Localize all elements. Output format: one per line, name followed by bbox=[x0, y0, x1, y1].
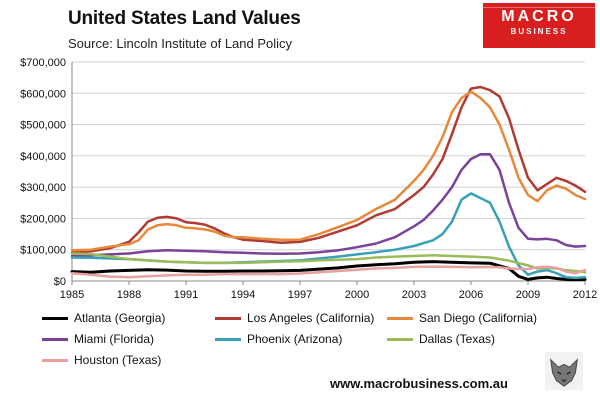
y-tick-label: $100,000 bbox=[20, 245, 66, 257]
chart-axes: $0 $100,000 $200,000 $300,000 $400,000 $500,0… bbox=[20, 57, 597, 301]
x-tick-label: 1988 bbox=[117, 289, 141, 301]
x-tick-label: 2000 bbox=[345, 289, 369, 301]
series-line-los bbox=[70, 85, 587, 255]
wolf-logo-icon bbox=[545, 352, 583, 390]
x-tick-label: 1994 bbox=[231, 289, 255, 301]
legend-label: Los Angeles (California) bbox=[247, 311, 375, 325]
legend-swatch bbox=[215, 316, 241, 320]
legend-swatch bbox=[387, 316, 413, 320]
legend-label: Miami (Florida) bbox=[74, 332, 155, 346]
series-line-atlanta bbox=[70, 260, 587, 282]
legend-item: Dallas (Texas) bbox=[387, 331, 559, 347]
legend-swatch bbox=[42, 337, 68, 341]
logo-text-top: MACRO bbox=[501, 8, 577, 25]
x-tick-label: 1991 bbox=[174, 289, 198, 301]
series-line-san bbox=[70, 90, 587, 252]
x-tick-label: 1997 bbox=[288, 289, 312, 301]
macro-business-logo: MACRO BUSINESS bbox=[483, 3, 595, 48]
legend-item: Miami (Florida) bbox=[42, 331, 215, 347]
legend-item: Phoenix (Arizona) bbox=[215, 331, 387, 347]
legend-label: Phoenix (Arizona) bbox=[247, 332, 343, 346]
legend-item: San Diego (California) bbox=[387, 310, 559, 326]
y-tick-label: $500,000 bbox=[20, 120, 66, 132]
legend-item: Houston (Texas) bbox=[42, 352, 215, 368]
legend-label: Dallas (Texas) bbox=[419, 332, 496, 346]
chart-subtitle: Source: Lincoln Institute of Land Policy bbox=[68, 36, 293, 51]
chart-title: United States Land Values bbox=[68, 8, 301, 29]
x-tick-label: 2009 bbox=[516, 289, 540, 301]
y-tick-label: $300,000 bbox=[20, 182, 66, 194]
legend-label: San Diego (California) bbox=[419, 311, 538, 325]
legend-swatch bbox=[387, 337, 413, 341]
x-tick-label: 2012 bbox=[573, 289, 597, 301]
y-tick-label: $600,000 bbox=[20, 88, 66, 100]
website-url[interactable]: www.macrobusiness.com.au bbox=[330, 376, 508, 391]
legend-swatch bbox=[42, 316, 68, 320]
legend-label: Houston (Texas) bbox=[74, 353, 162, 367]
series-line-houston bbox=[70, 265, 587, 279]
logo-text-bottom: BUSINESS bbox=[510, 27, 568, 36]
line-chart: $0 $100,000 $200,000 $300,000 $400,000 $500,0… bbox=[20, 57, 597, 301]
legend-swatch bbox=[215, 337, 241, 341]
x-tick-label: 2003 bbox=[402, 289, 426, 301]
x-tick-label: 2006 bbox=[459, 289, 483, 301]
series-line-dallas bbox=[70, 252, 587, 274]
y-tick-label: $0 bbox=[54, 276, 66, 288]
chart-legend: Atlanta (Georgia) Los Angeles (California… bbox=[42, 310, 562, 368]
y-tick-label: $400,000 bbox=[20, 151, 66, 163]
legend-item: Los Angeles (California) bbox=[215, 310, 387, 326]
x-tick-label: 1985 bbox=[60, 289, 84, 301]
legend-swatch bbox=[42, 358, 68, 362]
y-tick-label: $700,000 bbox=[20, 57, 66, 69]
chart-grid bbox=[72, 61, 585, 282]
legend-item: Atlanta (Georgia) bbox=[42, 310, 215, 326]
y-tick-label: $200,000 bbox=[20, 213, 66, 225]
legend-label: Atlanta (Georgia) bbox=[74, 311, 166, 325]
series-line-miami bbox=[70, 153, 587, 258]
chart-series bbox=[70, 85, 587, 282]
logo-divider bbox=[483, 7, 595, 8]
